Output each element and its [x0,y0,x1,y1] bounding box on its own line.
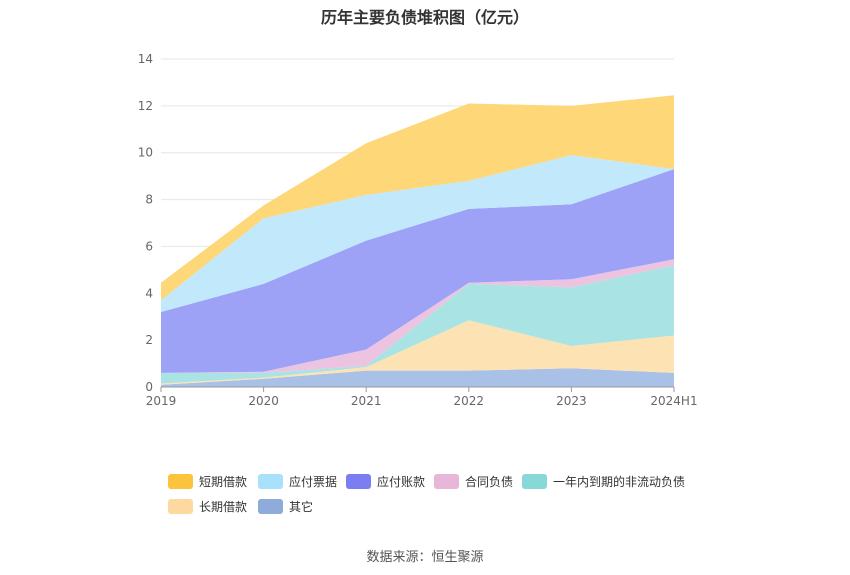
legend-swatch [434,474,459,489]
x-tick-label: 2023 [556,394,587,408]
legend-item[interactable]: 应付票据 [258,473,337,490]
chart-title: 历年主要负债堆积图（亿元） [320,8,529,27]
area-series-1 [161,320,674,385]
area-series-2 [161,265,674,384]
x-tick-label: 2024H1 [650,394,697,408]
legend-label: 一年内到期的非流动负债 [553,475,686,489]
x-tick-label: 2019 [146,394,177,408]
legend-swatch [168,474,193,489]
y-tick-label: 2 [145,333,153,347]
legend-item[interactable]: 一年内到期的非流动负债 [522,473,685,490]
legend-swatch [258,474,283,489]
legend-label: 应付账款 [377,475,426,489]
y-tick-label: 14 [138,52,153,66]
legend-swatch [346,474,371,489]
y-tick-label: 4 [145,286,153,300]
y-tick-label: 10 [138,146,153,160]
legend-label: 短期借款 [199,475,248,489]
legend-swatch [258,499,283,514]
area-series-6 [161,95,674,301]
legend-label: 长期借款 [199,500,248,514]
area-series-0 [161,368,674,387]
legend-item[interactable]: 其它 [258,498,313,515]
legend-item[interactable]: 应付账款 [346,473,425,490]
data-source: 数据来源：恒生聚源 [366,550,484,565]
x-tick-label: 2021 [351,394,382,408]
legend-label: 合同负债 [465,475,514,489]
y-tick-label: 12 [138,99,153,113]
area-series-4 [161,169,674,373]
legend-label: 应付票据 [289,475,338,489]
y-tick-label: 0 [145,380,153,394]
legend-swatch [168,499,193,514]
legend-item[interactable]: 短期借款 [168,473,247,490]
y-tick-label: 6 [145,239,153,253]
area-series-5 [161,155,674,312]
legend-item[interactable]: 合同负债 [434,473,513,490]
x-tick-label: 2022 [454,394,485,408]
area-series-3 [161,259,674,373]
legend-label: 其它 [289,500,314,514]
legend-swatch [522,474,547,489]
legend-item[interactable]: 长期借款 [168,498,247,515]
x-tick-label: 2020 [248,394,279,408]
y-tick-label: 8 [145,193,153,207]
stacked-area-chart: 0 2 4 6 8 10 12 14 2019 2020 2021 2022 2023 2024H1 [138,52,698,408]
